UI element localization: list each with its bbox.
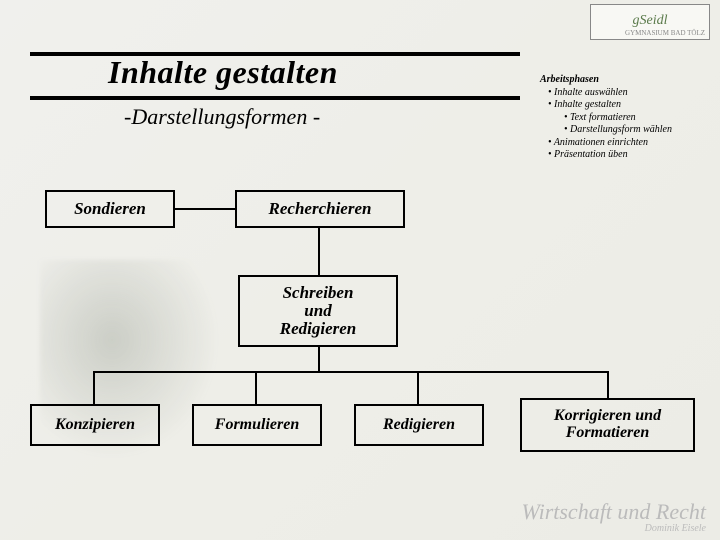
page-title: Inhalte gestalten <box>108 54 338 91</box>
node-recherchieren: Recherchieren <box>235 190 405 228</box>
node-formulieren: Formulieren <box>192 404 322 446</box>
node-redigieren: Redigieren <box>354 404 484 446</box>
connector-6 <box>417 371 419 404</box>
sidebar-item: Darstellungsform wählen <box>540 124 708 137</box>
connector-1 <box>318 228 320 275</box>
connector-4 <box>93 371 95 404</box>
sidebar-heading: Arbeitsphasen <box>540 74 708 87</box>
connector-5 <box>255 371 257 404</box>
sidebar-list: Inhalte auswählen Inhalte gestalten Text… <box>540 87 708 162</box>
node-korrigieren: Korrigieren und Formatieren <box>520 398 695 452</box>
footer: Wirtschaft und Recht Dominik Eisele <box>521 499 706 534</box>
node-schreiben: Schreiben und Redigieren <box>238 275 398 347</box>
school-logo: gSeidl GYMNASIUM BAD TÖLZ <box>590 4 710 40</box>
node-konzipieren: Konzipieren <box>30 404 160 446</box>
sidebar-item: Animationen einrichten <box>540 137 708 150</box>
logo-script: gSeidl <box>595 13 705 29</box>
sidebar-item: Präsentation üben <box>540 149 708 162</box>
header-rule-bottom <box>30 96 520 100</box>
sidebar-item: Inhalte gestalten <box>540 99 708 112</box>
connector-0 <box>175 208 235 210</box>
connector-3 <box>93 371 609 373</box>
node-sondieren: Sondieren <box>45 190 175 228</box>
arbeitsphasen-sidebar: Arbeitsphasen Inhalte auswählen Inhalte … <box>540 74 708 162</box>
logo-line: GYMNASIUM BAD TÖLZ <box>595 29 705 37</box>
page-subtitle: -Darstellungsformen - <box>124 104 320 130</box>
connector-2 <box>318 347 320 371</box>
sidebar-item: Text formatieren <box>540 112 708 125</box>
connector-7 <box>607 371 609 398</box>
footer-main: Wirtschaft und Recht <box>521 499 706 525</box>
sidebar-item: Inhalte auswählen <box>540 87 708 100</box>
